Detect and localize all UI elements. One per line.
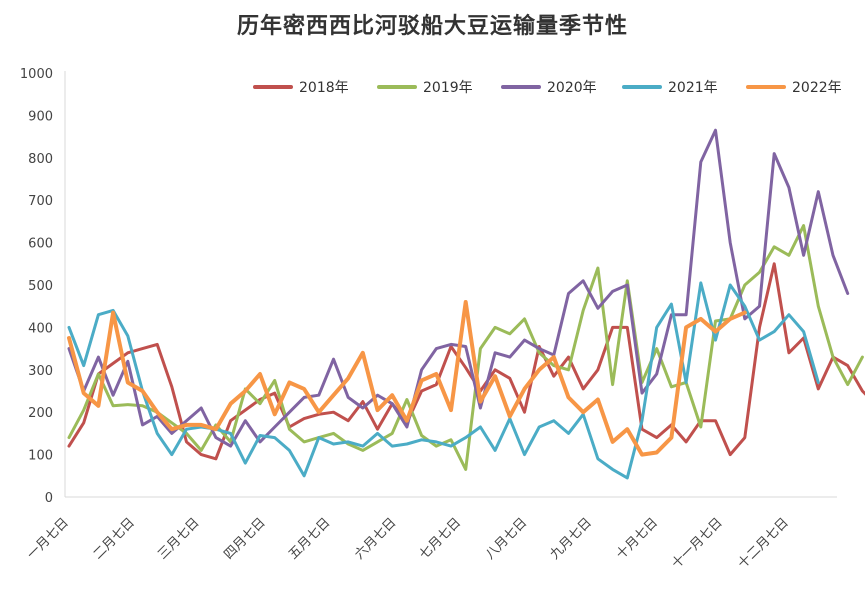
legend: 2018年 2019年 2020年 2021年 2022年 <box>253 80 842 96</box>
y-tick-label: 500 <box>28 279 53 294</box>
series-line-2022年 <box>67 300 747 457</box>
x-tick-label: 七月七日 <box>417 515 464 562</box>
y-tick-label: 200 <box>28 406 53 421</box>
legend-label: 2022年 <box>792 80 842 96</box>
x-tick-label: 五月七日 <box>286 515 333 562</box>
y-tick-label: 400 <box>28 321 53 336</box>
legend-label: 2018年 <box>299 80 349 96</box>
x-tick-label: 十一月七日 <box>669 515 726 572</box>
x-tick-label: 十二月七日 <box>735 515 792 572</box>
legend-label: 2019年 <box>423 80 473 96</box>
legend-label: 2021年 <box>668 80 718 96</box>
y-tick-label: 800 <box>28 152 53 167</box>
legend-label: 2020年 <box>547 80 597 96</box>
y-tick-label: 0 <box>45 491 53 506</box>
chart-title: 历年密西西比河驳船大豆运输量季节性 <box>236 13 628 39</box>
x-tick-label: 八月七日 <box>483 515 530 562</box>
series-line-2021年 <box>67 281 820 480</box>
y-tick-label: 1000 <box>20 67 53 82</box>
y-tick-label: 300 <box>28 364 53 379</box>
x-tick-label: 二月七日 <box>91 515 138 562</box>
y-axis: 0 100 200 300 400 500 600 700 800 900 1000 <box>20 67 66 506</box>
x-tick-label: 十月七日 <box>614 515 661 562</box>
y-tick-label: 700 <box>28 194 53 209</box>
x-tick-label: 六月七日 <box>352 515 399 562</box>
x-tick-label: 一月七日 <box>24 515 71 562</box>
x-tick-label: 九月七日 <box>547 515 594 562</box>
x-axis: 一月七日 二月七日 三月七日 四月七日 五月七日 六月七日 七月七日 八月七日 九月七日 十月七日… <box>24 496 837 572</box>
y-tick-label: 600 <box>28 237 53 252</box>
y-tick-label: 900 <box>28 109 53 124</box>
y-tick-label: 100 <box>28 449 53 464</box>
series-lines <box>67 128 865 480</box>
x-tick-label: 四月七日 <box>221 515 268 562</box>
x-tick-label: 三月七日 <box>155 515 202 562</box>
